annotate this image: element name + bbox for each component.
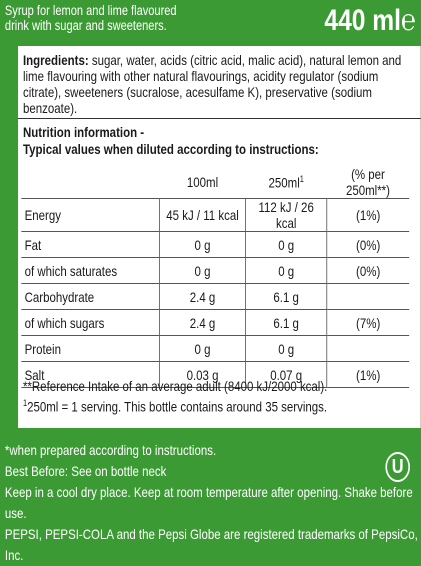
- value-cell: (0%): [326, 231, 410, 258]
- top-band: Syrup for lemon and lime flavoured drink…: [0, 0, 421, 46]
- header-cell: (% per 250ml**): [326, 166, 410, 199]
- divider: [18, 118, 421, 119]
- footnotes: **Reference Intake of an average adult (…: [23, 378, 327, 416]
- column-label: (% per 250ml**): [345, 166, 390, 198]
- value-cell: (1%): [326, 198, 410, 232]
- value-cell: 45 kJ / 11 kcal: [159, 198, 246, 232]
- value-cell: 0 g: [245, 335, 327, 362]
- value-cell: 6.1 g: [245, 309, 327, 336]
- nutrient-name: Protein: [21, 335, 160, 362]
- bottom-line: Keep in a cool dry place. Keep at room t…: [4, 484, 413, 521]
- nutrient-name: Carbohydrate: [21, 283, 160, 310]
- nutrient-row: Energy 45 kJ / 11 kcal 112 kJ / 26 kcal (1%…: [21, 198, 410, 232]
- column-mark: 1: [299, 173, 304, 184]
- ingredients-label: Ingredients:: [22, 52, 89, 68]
- serving-mark: 1: [22, 398, 28, 408]
- value-cell: [326, 335, 410, 362]
- description: Syrup for lemon and lime flavoured drink…: [5, 3, 177, 33]
- bottom-line: *when prepared according to instructions…: [4, 442, 217, 458]
- nutrient-name: Energy: [21, 198, 160, 232]
- u-icon: U: [385, 452, 410, 482]
- header-row: 100ml 250ml1 (% per 250ml**): [21, 166, 410, 199]
- nutrient-row: Carbohydrate 2.4 g 6.1 g: [21, 283, 410, 310]
- bottom-text: *when prepared according to instructions…: [5, 440, 421, 566]
- description-line: drink with sugar and sweeteners.: [4, 18, 167, 33]
- ingredients-text: sugar, water, acids (citric acid, malic …: [22, 52, 402, 116]
- bottom-line: PEPSI, PEPSI-COLA and the Pepsi Globe ar…: [4, 526, 418, 563]
- column-label: 250ml: [268, 174, 300, 191]
- value-cell: 112 kJ / 26 kcal: [245, 198, 327, 232]
- value-cell: (7%): [326, 309, 410, 336]
- value-cell: 0.03 g: [159, 361, 246, 388]
- value-cell: 0.07 g: [245, 361, 327, 388]
- serving-text: 250ml = 1 serving. This bottle contains …: [27, 398, 328, 415]
- header-cell: 250ml1: [245, 166, 327, 199]
- value-cell: 2.4 g: [159, 309, 246, 336]
- value-cell: (0%): [326, 257, 410, 284]
- value-cell: 0 g: [159, 257, 246, 284]
- value-cell: 0 g: [159, 335, 246, 362]
- header-cell: 100ml: [159, 166, 246, 199]
- reference-note: **Reference Intake of an average adult (…: [22, 378, 328, 394]
- value-cell: 0 g: [159, 231, 246, 258]
- nutrient-name: Salt: [21, 361, 160, 388]
- value-cell: [326, 283, 410, 310]
- nutrient-name: Fat: [21, 231, 160, 258]
- value-cell: 0 g: [245, 257, 327, 284]
- nutrient-row: Salt 0.03 g 0.07 g (1%): [21, 361, 410, 388]
- nutrient-row: of which sugars 2.4 g 6.1 g (7%): [21, 309, 410, 336]
- description-line: Syrup for lemon and lime flavoured: [4, 3, 177, 18]
- column-label: 100ml: [186, 174, 219, 190]
- nutrient-name: of which saturates: [21, 257, 160, 284]
- header-cell: [21, 166, 160, 199]
- nutrition-title: Nutrition information -: [22, 124, 145, 140]
- info-panel: Ingredients: sugar, water, acids (citric…: [18, 46, 421, 428]
- value-cell: 6.1 g: [245, 283, 327, 310]
- value-cell: (1%): [326, 361, 410, 388]
- value-cell: 0 g: [245, 231, 327, 258]
- nutrition-subtitle: Typical values when diluted according to…: [22, 141, 319, 157]
- ingredients: Ingredients: sugar, water, acids (citric…: [23, 52, 408, 116]
- nutrition-table: 100ml 250ml1 (% per 250ml**) Energy 45 kJ / …: [21, 166, 410, 388]
- volume: 440 ml℮: [324, 4, 416, 37]
- bottom-line: Best Before: See on bottle neck: [4, 463, 167, 479]
- value-cell: 2.4 g: [159, 283, 246, 310]
- nutrient-name: of which sugars: [21, 309, 160, 336]
- nutrition-heading: Nutrition information - Typical values w…: [23, 124, 319, 158]
- serving-note: 1250ml = 1 serving. This bottle contains…: [23, 395, 327, 416]
